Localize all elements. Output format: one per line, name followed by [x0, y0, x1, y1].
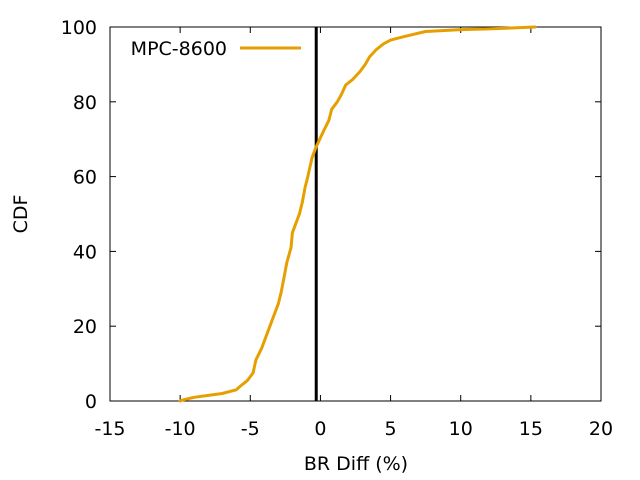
y-tick-label: 40: [73, 241, 97, 263]
y-axis-title: CDF: [10, 195, 32, 234]
tick-labels: -15 -10 -5 0 5 10 15 20 0 20 40 60 80 100: [61, 17, 613, 440]
x-tick-label: -15: [94, 418, 125, 440]
x-tick-label: -5: [241, 418, 260, 440]
plot-frame: [109, 26, 602, 402]
series-line: [178, 25, 537, 403]
x-tick-label: 20: [589, 418, 613, 440]
x-axis-title: BR Diff (%): [304, 453, 408, 475]
x-tick-label: 10: [449, 418, 473, 440]
series-layer: [178, 25, 537, 403]
y-tick-label: 100: [61, 17, 97, 39]
y-tick-label: 20: [73, 316, 97, 338]
tick-marks: [109, 26, 602, 402]
x-tick-label: -10: [165, 418, 196, 440]
x-tick-label: 0: [314, 418, 326, 440]
x-tick-label: 15: [519, 418, 543, 440]
legend-label: MPC-8600: [131, 38, 227, 60]
x-tick-label: 5: [385, 418, 397, 440]
y-tick-label: 0: [85, 391, 97, 413]
legend: MPC-8600: [131, 38, 301, 60]
y-tick-label: 60: [73, 167, 97, 189]
y-tick-label: 80: [73, 92, 97, 114]
